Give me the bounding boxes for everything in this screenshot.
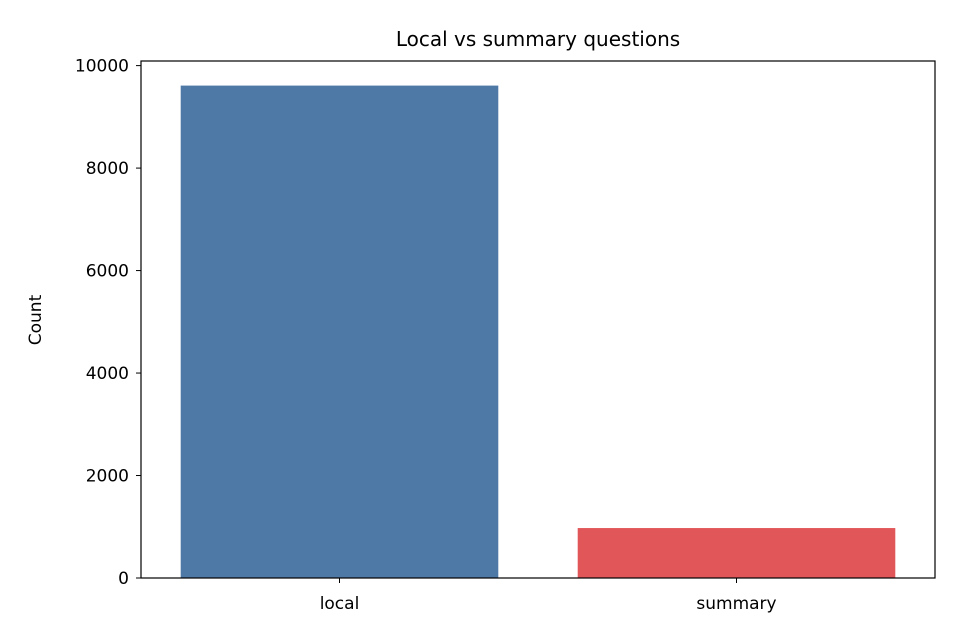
y-tick-label: 2000 — [86, 467, 129, 487]
y-axis-label: Count — [26, 294, 46, 345]
x-tick-label: local — [320, 594, 360, 614]
x-tick-label: summary — [696, 594, 776, 614]
y-tick-label: 10000 — [75, 57, 129, 77]
y-tick-label: 4000 — [86, 364, 129, 384]
bar — [577, 528, 896, 578]
y-tick-label: 6000 — [86, 262, 129, 282]
chart-title: Local vs summary questions — [396, 27, 680, 51]
y-tick-label: 8000 — [86, 159, 129, 179]
y-tick-label: 0 — [118, 569, 129, 589]
plot-frame — [140, 60, 936, 579]
bar — [180, 85, 499, 578]
